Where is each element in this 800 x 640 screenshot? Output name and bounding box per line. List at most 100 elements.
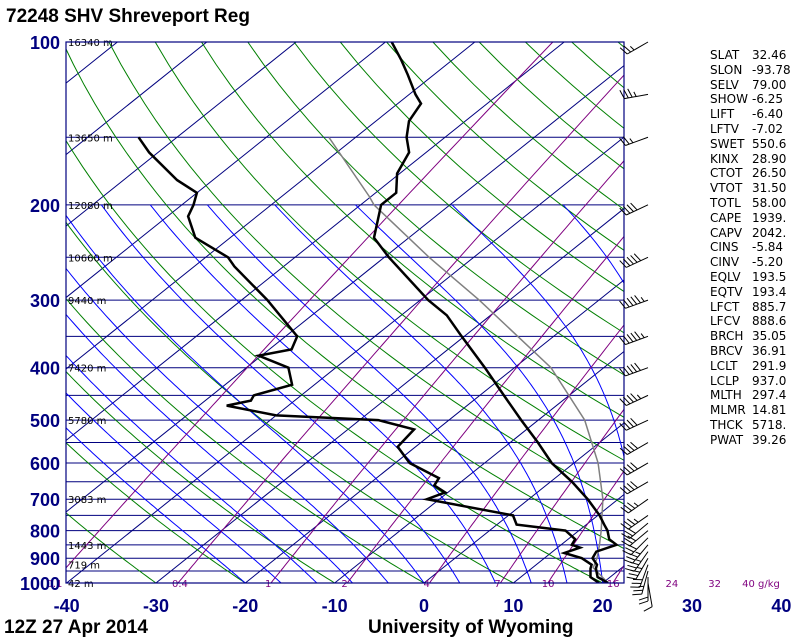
index-name: VTOT xyxy=(710,181,743,196)
wind-barb-flag xyxy=(643,606,653,612)
wind-barb-flag xyxy=(630,296,638,305)
index-row: MLTH 297.4 xyxy=(708,388,798,403)
index-row: LCLP 937.0 xyxy=(708,374,798,389)
wind-barb-half-flag xyxy=(630,46,635,51)
wind-barb-flag xyxy=(627,535,637,542)
index-value: 39.26 xyxy=(752,432,787,447)
mixing-ratio-lines xyxy=(66,42,624,583)
moist-adiabat-line xyxy=(66,354,318,583)
wind-barb-flag xyxy=(633,253,642,262)
index-name: SHOW xyxy=(710,92,748,107)
pressure-tick-label: 800 xyxy=(30,522,60,542)
index-row: CAPE 1939. xyxy=(708,211,798,226)
wind-barb-flag xyxy=(626,365,634,374)
index-value: 193.5 xyxy=(752,269,787,284)
isobar-lines xyxy=(66,41,624,584)
temperature-tick-label: -20 xyxy=(232,596,258,616)
index-name: BRCH xyxy=(710,329,744,344)
wind-barb-flag xyxy=(622,206,631,214)
moist-adiabat-line xyxy=(66,313,353,583)
index-row: CTOT 26.50 xyxy=(708,166,798,181)
moist-adiabat-line xyxy=(207,204,532,583)
wind-barb-half-flag xyxy=(640,333,645,339)
index-name: EQTV xyxy=(710,284,743,299)
dry-adiabat-line xyxy=(108,42,624,505)
wind-barb-flag xyxy=(633,589,643,592)
wind-barb-half-flag xyxy=(629,138,634,144)
temperature-tick-label: -40 xyxy=(54,596,80,616)
wind-barb xyxy=(638,577,649,605)
parcel-path-line xyxy=(328,136,609,583)
index-row: LIFT -6.40 xyxy=(708,107,798,122)
index-value: 2042. xyxy=(752,225,787,240)
wind-barb-flag xyxy=(626,483,635,491)
index-value: 885.7 xyxy=(752,299,787,314)
index-row: MLMR 14.81 xyxy=(708,403,798,418)
index-row: CINS -5.84 xyxy=(708,240,798,255)
index-row: TOTL 58.00 xyxy=(708,196,798,211)
moist-adiabat-line xyxy=(451,204,624,459)
wind-barb-flag xyxy=(619,468,628,476)
isotherm-line xyxy=(244,279,624,583)
wind-barb-half-flag xyxy=(633,518,639,523)
wind-barb-flag xyxy=(619,137,626,146)
wind-barb-flag xyxy=(630,255,638,263)
wind-barb-flag xyxy=(622,421,631,429)
wind-barb-flag xyxy=(630,462,638,470)
wind-barb-flag xyxy=(626,502,636,509)
wind-barb-flag xyxy=(630,417,638,426)
index-value: 291.9 xyxy=(752,358,787,373)
height-label: 9440 m xyxy=(68,296,106,307)
wind-barb-flag xyxy=(619,368,626,377)
dry-adiabat-line xyxy=(339,42,624,293)
index-row: LFCT 885.7 xyxy=(708,300,798,315)
index-name: CINS xyxy=(710,240,739,255)
wind-barb-flag xyxy=(619,423,627,431)
temperature-tick-label: 20 xyxy=(593,596,613,616)
wind-barb xyxy=(619,295,649,309)
temperature-tick-label: -10 xyxy=(322,596,348,616)
wind-barb-flag xyxy=(622,550,632,556)
wind-barb xyxy=(620,498,649,514)
index-name: MLMR xyxy=(710,403,746,418)
height-label: 13650 m xyxy=(68,133,113,144)
wind-barb xyxy=(619,136,649,146)
index-row: EQTV 193.4 xyxy=(708,285,798,300)
wind-barb-flag xyxy=(619,300,626,309)
wind-barb-flag xyxy=(630,364,638,373)
moist-adiabat-line xyxy=(100,204,461,583)
index-name: LIFT xyxy=(710,107,735,122)
index-row: SWET 550.6 xyxy=(708,137,798,152)
index-value: 32.46 xyxy=(752,48,787,62)
wind-barb xyxy=(619,362,649,377)
height-label: 1443 m xyxy=(68,541,106,552)
chart-title: 72248 SHV Shreveport Reg xyxy=(6,6,250,27)
mixing-ratio-label: 24 xyxy=(665,579,678,590)
wind-barb-flag xyxy=(630,481,638,489)
wind-barb-staff xyxy=(647,582,653,607)
isotherm-line xyxy=(0,42,28,583)
isotherm-line xyxy=(66,136,624,583)
wind-barb-flag xyxy=(624,538,633,544)
wind-barb-half-flag xyxy=(633,502,639,507)
wind-barb-flag xyxy=(626,394,634,403)
wind-barb xyxy=(619,417,649,431)
index-row: VTOT 31.50 xyxy=(708,181,798,196)
index-name: CAPE xyxy=(710,210,742,225)
index-name: THCK xyxy=(710,417,743,432)
index-row: BRCH 35.05 xyxy=(708,329,798,344)
index-row: LCLT 291.9 xyxy=(708,359,798,374)
height-label: 12080 m xyxy=(68,201,113,212)
index-value: -6.25 xyxy=(752,92,784,107)
wind-barb-flag xyxy=(623,466,632,474)
height-label: 16340 m xyxy=(68,38,113,49)
wind-barb-flag xyxy=(623,445,632,453)
wind-barb xyxy=(619,253,649,268)
temperature-tick-label: -30 xyxy=(143,596,169,616)
height-label: 3083 m xyxy=(68,495,106,506)
dry-adiabat-line xyxy=(66,139,603,583)
wind-barb xyxy=(619,462,649,476)
mixing-ratio-label: 2 xyxy=(341,579,347,590)
wind-barb-flag xyxy=(626,576,637,580)
